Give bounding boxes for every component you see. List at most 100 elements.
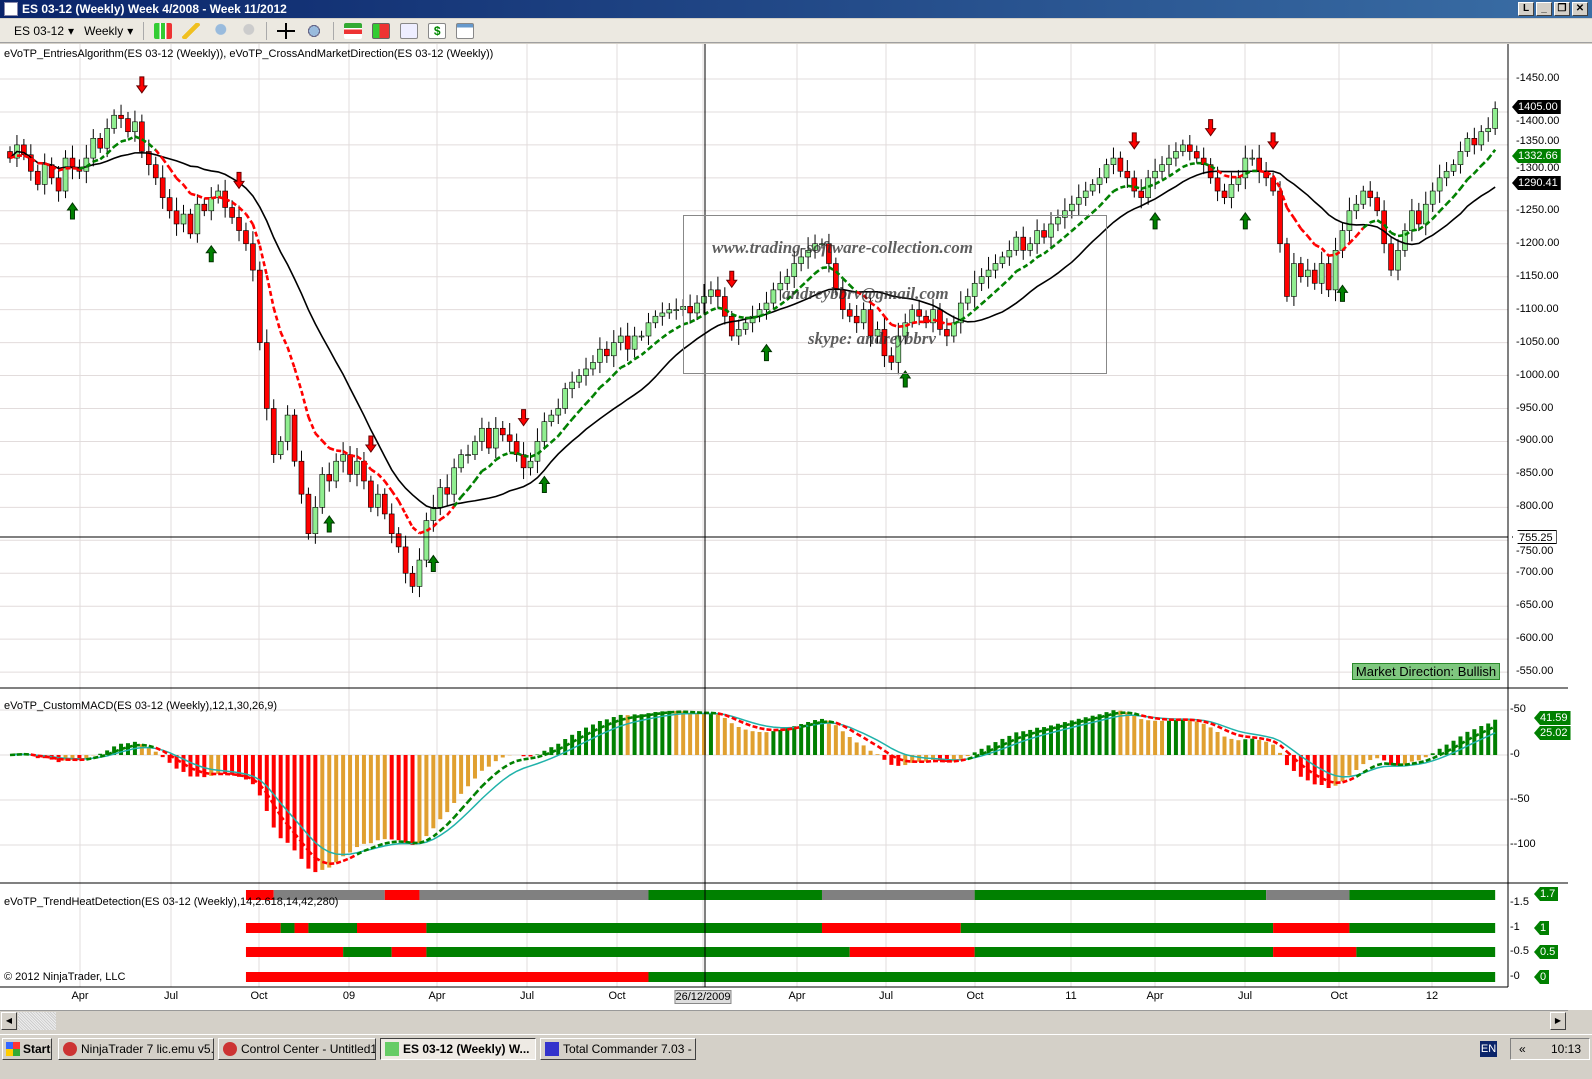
- task-control-center[interactable]: Control Center - Untitled1: [218, 1038, 376, 1060]
- fast-moving-average-segment: [1306, 235, 1316, 246]
- zoom-in-icon[interactable]: [210, 22, 229, 39]
- macd-line-segment: [994, 743, 1003, 750]
- macd-histogram-bar: [1458, 736, 1463, 755]
- macd-histogram-bar: [979, 748, 984, 755]
- candle-up: [1173, 151, 1179, 159]
- task-es-chart[interactable]: ES 03-12 (Weekly) W...: [380, 1038, 536, 1060]
- pencil-icon[interactable]: [182, 22, 201, 39]
- macd-line-segment: [1314, 773, 1323, 780]
- fast-moving-average-segment: [807, 272, 816, 281]
- fast-moving-average-segment: [321, 439, 331, 450]
- price-tick-label: -1350.00: [1516, 135, 1560, 147]
- candle-up: [763, 302, 770, 310]
- trend-heat-segment-green: [426, 947, 850, 957]
- link-button[interactable]: L: [1518, 2, 1534, 16]
- macd-histogram-bar: [521, 755, 526, 757]
- task-ninjatrader[interactable]: NinjaTrader 7 lic.emu v5.06: [58, 1038, 214, 1060]
- macd-histogram-bar: [1389, 755, 1394, 765]
- macd-histogram-bar: [313, 755, 318, 873]
- macd-line-segment: [363, 847, 372, 853]
- macd-line-segment: [967, 755, 976, 761]
- fast-moving-average-segment: [1459, 178, 1469, 190]
- fast-moving-average-segment: [224, 197, 233, 204]
- candle-up: [971, 282, 978, 297]
- horizontal-scrollbar[interactable]: ◀ ▶: [0, 1010, 1568, 1030]
- fast-moving-average-segment: [869, 301, 879, 309]
- language-indicator[interactable]: EN: [1480, 1041, 1497, 1057]
- fast-moving-average-segment: [473, 470, 483, 482]
- buy-arrow-icon: [323, 515, 336, 533]
- candle-down: [97, 138, 104, 149]
- tray-expand-chevron[interactable]: «: [1519, 1042, 1526, 1056]
- fast-moving-average-segment: [1369, 219, 1378, 224]
- strategy-icon[interactable]: [344, 22, 363, 39]
- macd-line-segment: [1147, 715, 1156, 720]
- fast-moving-average-segment: [106, 145, 116, 155]
- scroll-left-button[interactable]: ◀: [1, 1012, 17, 1030]
- fast-moving-average-segment: [779, 298, 789, 306]
- macd-histogram-bar: [806, 721, 811, 755]
- fast-moving-average-segment: [738, 315, 746, 320]
- fast-moving-average-segment: [883, 315, 893, 326]
- macd-histogram-bar: [1430, 753, 1435, 755]
- heat-flag-1: 1.7: [1534, 887, 1559, 901]
- fast-moving-average-segment: [85, 160, 95, 168]
- macd-line-segment: [502, 762, 511, 770]
- macd-line-segment: [537, 753, 545, 759]
- macd-histogram-bar: [382, 755, 387, 840]
- period-dropdown[interactable]: Weekly ▾: [84, 24, 133, 38]
- macd-histogram-bar: [528, 755, 533, 757]
- candle-up: [791, 263, 798, 277]
- candle-down: [263, 342, 270, 409]
- macd-line-segment: [1015, 735, 1024, 741]
- macd-histogram-bar: [778, 729, 783, 755]
- fast-moving-average-segment: [1292, 217, 1302, 230]
- macd-histogram-bar: [639, 714, 644, 755]
- macd-histogram-bar: [611, 717, 616, 755]
- macd-line-segment: [1321, 776, 1330, 783]
- macd-line-segment: [1001, 740, 1010, 747]
- zoom-out-icon[interactable]: [238, 22, 257, 39]
- trend-heat-segment-red: [357, 923, 427, 933]
- sell-arrow-icon: [1267, 132, 1280, 150]
- fast-moving-average-segment: [147, 142, 157, 151]
- macd-line-segment: [432, 829, 442, 838]
- properties-icon[interactable]: [456, 22, 475, 39]
- trend-heat-segment-green: [426, 923, 822, 933]
- fast-moving-average-segment: [9, 154, 18, 160]
- scroll-thumb[interactable]: [18, 1012, 56, 1030]
- start-button[interactable]: Start: [2, 1038, 52, 1060]
- bar-chart-icon[interactable]: [154, 22, 173, 39]
- macd-tick-label: --100: [1510, 838, 1536, 850]
- candle-down: [291, 414, 298, 462]
- chevron-down-icon: ▾: [127, 23, 134, 38]
- fast-moving-average-segment: [668, 327, 677, 334]
- macd-histogram-bar: [188, 755, 193, 777]
- fast-moving-average-segment: [79, 165, 87, 171]
- minimize-button[interactable]: _: [1536, 2, 1552, 16]
- macd-histogram-bar: [1021, 731, 1026, 755]
- search-icon[interactable]: [305, 22, 324, 39]
- fast-moving-average-segment: [1383, 223, 1393, 234]
- instrument-dropdown[interactable]: ES 03-12 ▾: [14, 24, 74, 38]
- buy-arrow-icon: [1336, 284, 1349, 302]
- candle-down: [34, 170, 41, 185]
- indicator-icon[interactable]: [372, 22, 391, 39]
- chart-style-icon[interactable]: [400, 22, 419, 39]
- dollar-icon[interactable]: $: [428, 22, 447, 39]
- close-button[interactable]: ✕: [1572, 2, 1588, 16]
- macd-line-segment: [571, 737, 580, 744]
- candle-down: [298, 460, 305, 495]
- chart-area[interactable]: [0, 44, 1568, 1010]
- candle-up: [1492, 108, 1498, 129]
- task-total-commander[interactable]: Total Commander 7.03 - ...: [540, 1038, 696, 1060]
- crosshair-icon[interactable]: [277, 22, 296, 39]
- candle-down: [513, 441, 520, 455]
- candle-up: [458, 454, 464, 469]
- macd-line-segment: [1265, 738, 1274, 743]
- scroll-right-button[interactable]: ▶: [1550, 1012, 1566, 1030]
- candle-up: [1457, 151, 1464, 165]
- fast-moving-average-segment: [834, 270, 844, 280]
- fast-moving-average-segment: [647, 342, 657, 351]
- maximize-button[interactable]: ❐: [1554, 2, 1570, 16]
